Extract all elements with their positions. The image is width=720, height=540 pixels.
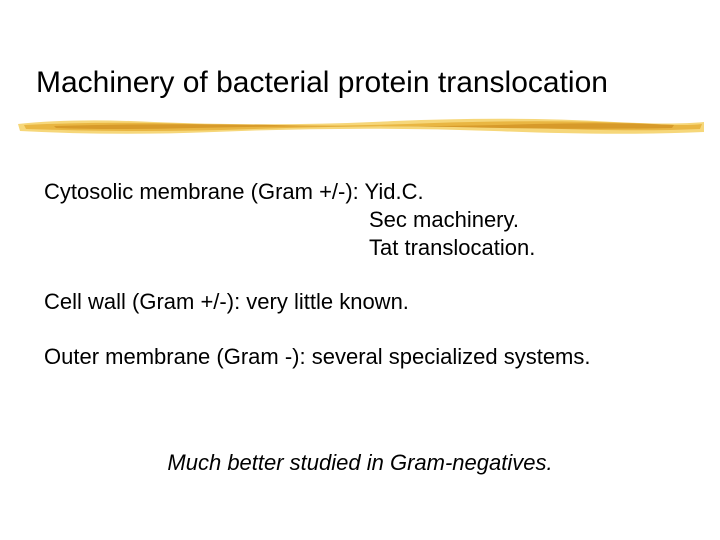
slide: Machinery of bacterial protein transloca…	[0, 0, 720, 540]
slide-title: Machinery of bacterial protein transloca…	[36, 66, 608, 100]
outer-membrane-line: Outer membrane (Gram -): several special…	[44, 343, 676, 371]
footer-note: Much better studied in Gram-negatives.	[0, 450, 720, 476]
slide-body: Cytosolic membrane (Gram +/-): Yid.C. Se…	[44, 178, 676, 397]
title-underline	[14, 110, 708, 140]
cellwall-line: Cell wall (Gram +/-): very little known.	[44, 288, 676, 316]
cytosolic-line-1: Cytosolic membrane (Gram +/-): Yid.C.	[44, 178, 676, 206]
cytosolic-block: Cytosolic membrane (Gram +/-): Yid.C. Se…	[44, 178, 676, 262]
cytosolic-line-3: Tat translocation.	[44, 234, 676, 262]
cytosolic-line-2: Sec machinery.	[44, 206, 676, 234]
